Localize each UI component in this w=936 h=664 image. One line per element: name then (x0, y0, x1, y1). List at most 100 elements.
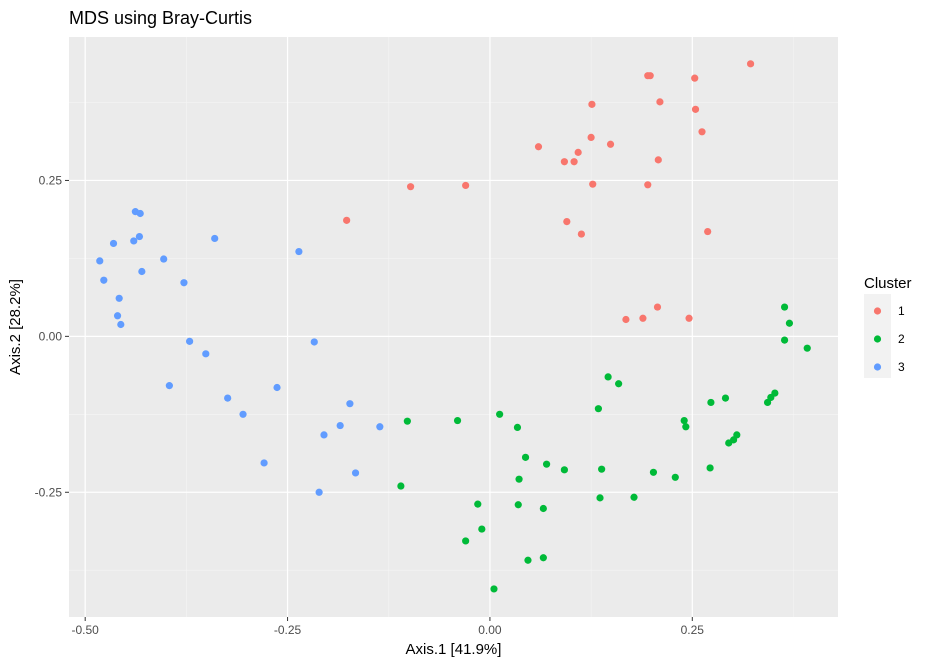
data-point-cluster-1 (653, 303, 662, 311)
data-point-cluster-2 (707, 398, 715, 407)
data-point-cluster-1 (577, 230, 585, 238)
legend-title: Cluster (864, 275, 912, 292)
data-point-cluster-2 (397, 482, 405, 490)
y-tick-label: 0.25 (39, 173, 63, 187)
data-point-cluster-3 (315, 488, 323, 496)
data-point-cluster-3 (109, 239, 118, 248)
data-point-cluster-3 (202, 350, 210, 358)
data-point-cluster-1 (685, 314, 693, 322)
data-point-cluster-2 (671, 473, 679, 481)
data-point-cluster-1 (574, 148, 582, 156)
data-point-cluster-1 (534, 143, 543, 151)
legend-label-cluster-3: 3 (898, 360, 905, 374)
x-axis-title: Axis.1 [41.9%] (406, 641, 502, 658)
data-point-cluster-1 (704, 227, 712, 236)
major-gridlines (69, 37, 838, 617)
data-point-cluster-2 (725, 439, 733, 447)
data-point-cluster-2 (763, 398, 772, 407)
data-point-cluster-2 (478, 525, 486, 533)
data-point-cluster-2 (594, 405, 602, 413)
data-point-cluster-2 (803, 344, 811, 352)
data-point-cluster-1 (343, 216, 351, 224)
data-point-cluster-2 (780, 303, 789, 311)
data-point-cluster-3 (180, 279, 188, 287)
data-point-cluster-3 (136, 209, 144, 218)
data-point-cluster-2 (453, 416, 462, 425)
data-point-cluster-3 (100, 276, 108, 284)
data-point-cluster-3 (115, 294, 123, 302)
data-point-cluster-3 (165, 382, 173, 390)
data-point-cluster-2 (515, 475, 523, 483)
legend-key-cluster-2 (873, 335, 882, 343)
legend-key-cluster-1 (873, 307, 882, 315)
legend-label-cluster-2: 2 (898, 332, 905, 346)
data-point-cluster-3 (160, 255, 168, 263)
data-point-cluster-2 (598, 465, 606, 473)
data-point-cluster-2 (539, 504, 547, 513)
data-point-cluster-1 (691, 105, 700, 113)
data-point-cluster-3 (211, 234, 219, 243)
y-tick-label: -0.25 (35, 485, 63, 499)
data-point-cluster-2 (560, 466, 568, 474)
data-point-cluster-3 (96, 257, 104, 265)
data-point-cluster-1 (570, 158, 578, 166)
data-point-cluster-3 (295, 247, 303, 256)
data-point-cluster-2 (514, 501, 522, 509)
data-point-cluster-3 (113, 312, 122, 320)
data-point-cluster-1 (606, 140, 615, 148)
x-tick-label: 0.25 (681, 623, 705, 637)
data-point-cluster-1 (462, 181, 470, 190)
data-point-cluster-3 (117, 320, 125, 329)
data-point-cluster-3 (376, 423, 384, 431)
data-point-cluster-3 (224, 394, 232, 402)
data-point-cluster-1 (656, 98, 664, 106)
data-point-cluster-2 (403, 417, 411, 425)
data-point-cluster-1 (560, 158, 568, 166)
data-point-cluster-1 (589, 180, 597, 188)
x-tick-label: -0.25 (274, 623, 302, 637)
minor-gridlines (69, 37, 838, 617)
data-points (96, 60, 811, 593)
data-point-cluster-3 (273, 383, 281, 392)
data-point-cluster-2 (721, 394, 730, 402)
data-point-cluster-1 (563, 218, 571, 226)
data-point-cluster-2 (780, 336, 789, 344)
data-point-cluster-1 (691, 74, 699, 82)
data-point-cluster-2 (630, 493, 638, 501)
data-point-cluster-3 (239, 410, 247, 418)
data-point-cluster-1 (406, 183, 415, 191)
data-point-cluster-1 (587, 133, 595, 142)
plot-panel (69, 37, 838, 617)
data-point-cluster-2 (615, 380, 623, 388)
data-point-cluster-2 (462, 537, 470, 545)
data-point-cluster-1 (698, 128, 706, 136)
data-point-cluster-2 (539, 554, 547, 562)
data-point-cluster-3 (186, 337, 194, 345)
data-point-cluster-2 (649, 468, 658, 476)
data-point-cluster-2 (474, 500, 482, 508)
data-point-cluster-3 (260, 459, 268, 467)
legend: Cluster 1 2 3 (864, 275, 912, 378)
data-point-cluster-1 (622, 315, 630, 324)
data-point-cluster-1 (588, 100, 596, 108)
data-point-cluster-2 (785, 319, 794, 327)
data-point-cluster-1 (646, 72, 654, 80)
legend-key-cluster-3 (873, 363, 882, 371)
data-point-cluster-2 (680, 416, 688, 425)
y-axis: -0.25 0.00 0.25 (35, 173, 69, 499)
data-point-cluster-2 (521, 453, 530, 461)
y-tick-label: 0.00 (39, 329, 63, 343)
data-point-cluster-3 (138, 267, 146, 276)
data-point-cluster-3 (310, 338, 318, 346)
x-axis: -0.50 -0.25 0.00 0.25 (72, 617, 705, 637)
data-point-cluster-1 (746, 60, 755, 68)
data-point-cluster-1 (654, 156, 662, 164)
data-point-cluster-3 (346, 400, 354, 408)
data-point-cluster-2 (513, 423, 522, 432)
legend-label-cluster-1: 1 (898, 304, 905, 318)
data-point-cluster-3 (135, 232, 144, 241)
data-point-cluster-1 (639, 314, 647, 322)
data-point-cluster-3 (336, 421, 344, 430)
data-point-cluster-2 (524, 556, 532, 564)
